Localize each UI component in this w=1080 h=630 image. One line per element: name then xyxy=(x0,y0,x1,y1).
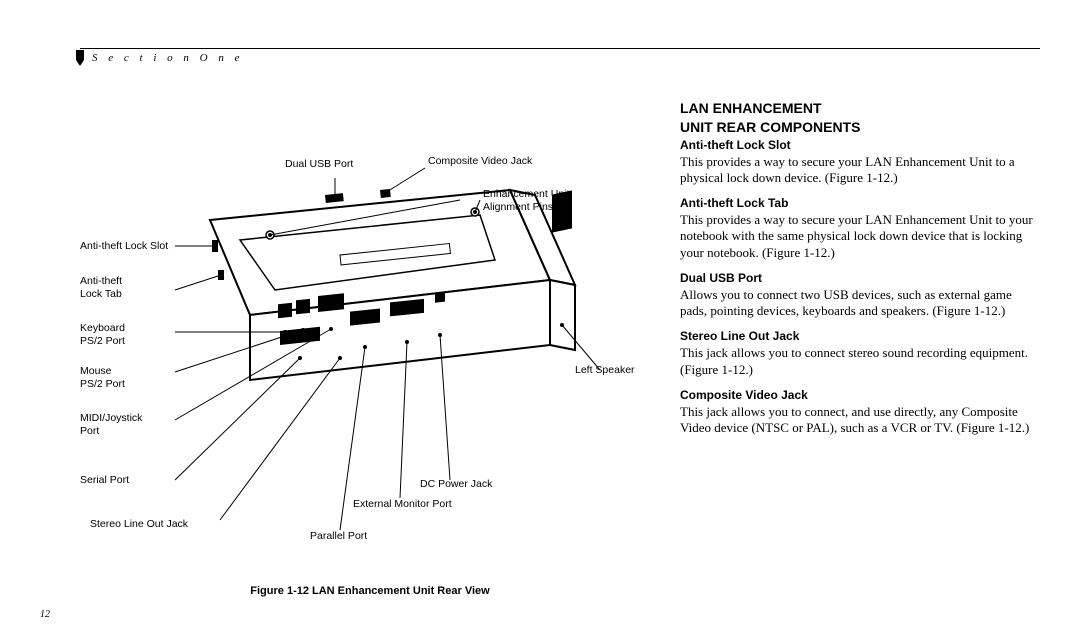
label-composite: Composite Video Jack xyxy=(428,155,532,168)
label-left-speaker: Left Speaker xyxy=(575,364,635,377)
section-label: S e c t i o n O n e xyxy=(92,52,243,64)
label-midi-2: Port xyxy=(80,425,99,438)
figure-caption: Figure 1-12 LAN Enhancement Unit Rear Vi… xyxy=(200,585,540,597)
label-ext-monitor: External Monitor Port xyxy=(353,498,452,511)
heading-line-2: UNIT REAR COMPONENTS xyxy=(680,119,1040,136)
s5-body: This jack allows you to connect, and use… xyxy=(680,404,1040,437)
text-column: LAN ENHANCEMENT UNIT REAR COMPONENTS Ant… xyxy=(680,100,1040,436)
s1-title: Anti-theft Lock Slot xyxy=(680,138,1040,153)
label-dual-usb: Dual USB Port xyxy=(285,158,353,171)
label-mouse-1: Mouse xyxy=(80,365,112,378)
section-marker xyxy=(76,50,88,71)
label-dc-power: DC Power Jack xyxy=(420,478,492,491)
s3-title: Dual USB Port xyxy=(680,271,1040,286)
heading-line-1: LAN ENHANCEMENT xyxy=(680,100,1040,117)
s2-body: This provides a way to secure your LAN E… xyxy=(680,212,1040,261)
label-enh-align-1: Enhancement Unit xyxy=(483,188,569,201)
label-enh-align-2: Alignment Pins xyxy=(483,201,553,214)
label-parallel: Parallel Port xyxy=(310,530,367,543)
s4-body: This jack allows you to connect stereo s… xyxy=(680,345,1040,378)
label-midi-1: MIDI/Joystick xyxy=(80,412,142,425)
s3-body: Allows you to connect two USB devices, s… xyxy=(680,287,1040,320)
page-content: Dual USB Port Composite Video Jack Enhan… xyxy=(80,100,1040,600)
label-antitheft-tab-1: Anti-theft xyxy=(80,275,122,288)
top-rule xyxy=(80,48,1040,49)
label-serial: Serial Port xyxy=(80,474,129,487)
page-number: 12 xyxy=(40,609,50,620)
s4-title: Stereo Line Out Jack xyxy=(680,329,1040,344)
label-antitheft-tab-2: Lock Tab xyxy=(80,288,122,301)
label-keyboard-2: PS/2 Port xyxy=(80,335,125,348)
s2-title: Anti-theft Lock Tab xyxy=(680,196,1040,211)
s5-title: Composite Video Jack xyxy=(680,388,1040,403)
s1-body: This provides a way to secure your LAN E… xyxy=(680,154,1040,187)
label-mouse-2: PS/2 Port xyxy=(80,378,125,391)
figure-area: Dual USB Port Composite Video Jack Enhan… xyxy=(80,100,640,610)
label-stereo: Stereo Line Out Jack xyxy=(90,518,188,531)
label-antitheft-slot: Anti-theft Lock Slot xyxy=(80,240,180,253)
label-keyboard-1: Keyboard xyxy=(80,322,125,335)
